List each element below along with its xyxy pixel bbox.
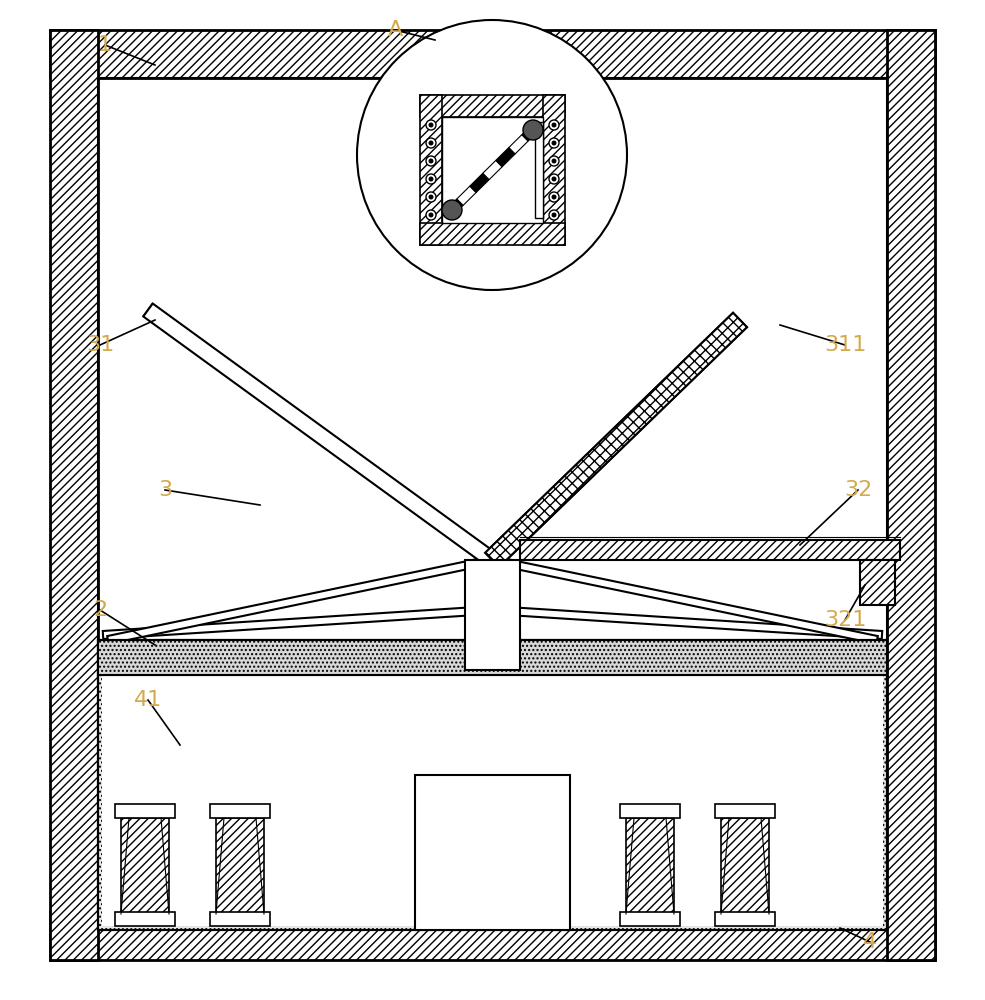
Circle shape [552,213,557,218]
Circle shape [428,213,433,218]
Bar [102,676,883,926]
Circle shape [428,140,433,145]
Bar [543,95,565,245]
Polygon shape [485,313,747,567]
Circle shape [552,176,557,182]
Circle shape [426,174,436,184]
Circle shape [549,138,559,148]
Circle shape [552,140,557,145]
Bar [50,30,98,960]
Text: 32: 32 [844,480,872,500]
Bar [210,912,270,926]
Circle shape [523,120,543,140]
Bar [715,804,775,818]
Circle shape [428,194,433,200]
Bar [121,818,169,914]
Bar [420,95,565,117]
Polygon shape [143,304,496,566]
Bar [115,912,175,926]
Circle shape [357,20,627,290]
Bar [721,818,769,914]
Polygon shape [522,122,541,141]
Circle shape [426,138,436,148]
Bar [50,30,935,78]
Text: 3: 3 [158,480,172,500]
Text: 31: 31 [86,335,114,355]
Bar [520,540,900,560]
Bar [442,117,543,223]
Bar [465,560,520,670]
Bar [626,818,674,914]
Bar [620,912,680,926]
Circle shape [549,120,559,130]
Bar [210,804,270,818]
Polygon shape [470,173,490,192]
Circle shape [549,156,559,166]
Polygon shape [107,556,492,644]
Circle shape [552,122,557,127]
Bar [860,560,895,605]
Bar [620,804,680,818]
Bar [115,804,175,818]
Polygon shape [485,313,747,567]
Bar [98,78,887,912]
Circle shape [549,192,559,202]
Polygon shape [483,160,502,180]
Circle shape [552,158,557,163]
Circle shape [552,194,557,200]
Bar [415,775,570,930]
Polygon shape [444,199,463,218]
Circle shape [426,120,436,130]
Text: 41: 41 [134,690,163,710]
Polygon shape [492,606,883,639]
Bar [420,95,442,245]
Bar [535,122,543,218]
Bar [216,818,264,914]
Polygon shape [509,135,528,154]
Circle shape [428,158,433,163]
Circle shape [426,210,436,220]
Text: 1: 1 [98,35,112,55]
Text: 2: 2 [93,600,107,620]
Bar [715,912,775,926]
Circle shape [426,156,436,166]
Polygon shape [495,148,515,167]
Bar [420,223,565,245]
Circle shape [426,192,436,202]
Circle shape [442,200,462,220]
Polygon shape [492,556,878,644]
Text: A: A [387,20,403,40]
Bar [98,640,887,930]
Text: 4: 4 [863,932,877,952]
Bar [50,912,935,960]
Bar [887,30,935,960]
Polygon shape [102,606,492,639]
Circle shape [549,174,559,184]
Text: 311: 311 [823,335,866,355]
Polygon shape [144,304,496,566]
Text: 321: 321 [823,610,866,630]
Circle shape [549,210,559,220]
Bar [98,640,887,675]
Circle shape [428,176,433,182]
Circle shape [428,122,433,127]
Polygon shape [457,186,476,205]
